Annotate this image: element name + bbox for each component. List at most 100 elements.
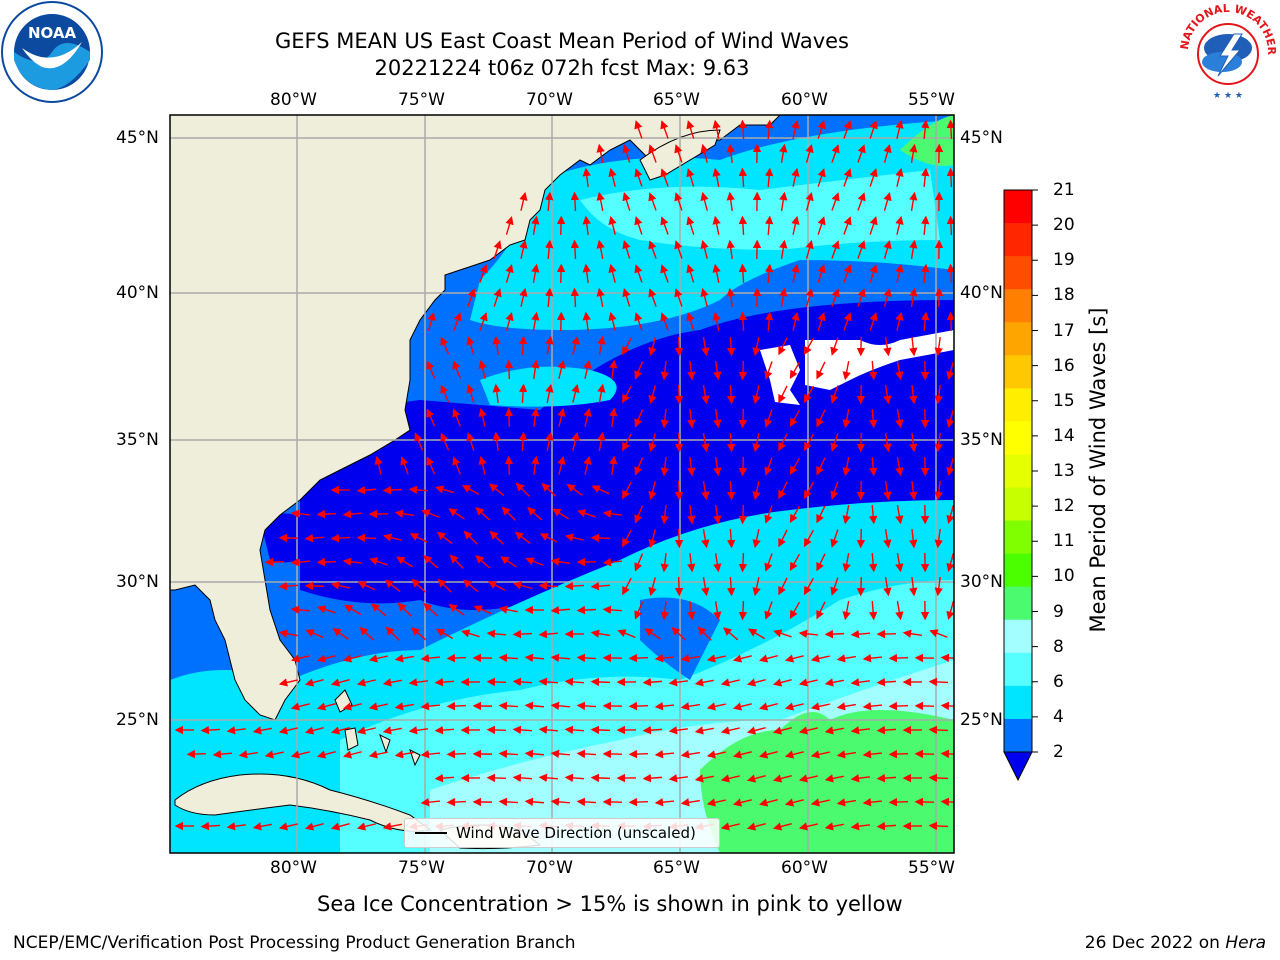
wind-wave-arrow [436, 531, 453, 545]
wind-wave-arrow [514, 531, 531, 545]
wind-wave-arrow [712, 311, 721, 331]
lon-label-top: 65°W [653, 90, 700, 110]
svg-text:★ ★ ★: ★ ★ ★ [1213, 91, 1243, 101]
colorbar-swatch [1004, 355, 1032, 389]
wind-wave-arrow [498, 605, 518, 614]
wind-wave-arrow [238, 750, 258, 759]
wind-wave-arrow [582, 263, 591, 284]
wind-wave-arrow [876, 773, 897, 783]
wind-wave-arrow [475, 507, 491, 521]
wind-wave-arrow [764, 553, 773, 572]
wind-wave-arrow [648, 337, 657, 357]
wind-wave-arrow [850, 678, 871, 687]
wind-wave-arrow [909, 384, 918, 405]
wind-wave-arrow [290, 750, 310, 759]
wind-wave-arrow [576, 749, 597, 759]
wind-wave-arrow [304, 822, 324, 831]
colorbar-tick-label: 9 [1053, 601, 1064, 622]
wind-wave-arrow [498, 701, 519, 711]
wind-wave-arrow [576, 701, 597, 711]
wind-wave-arrow [784, 654, 804, 663]
wind-wave-arrow [830, 433, 839, 452]
wind-wave-arrow [674, 288, 683, 307]
colorbar-tick-label: 12 [1053, 496, 1075, 517]
wind-wave-arrow [687, 552, 696, 573]
lon-label-top: 55°W [908, 90, 955, 110]
wind-wave-arrow [868, 456, 878, 477]
wind-wave-arrow [332, 628, 349, 640]
wind-wave-arrow [590, 773, 611, 783]
wind-wave-arrow [409, 533, 428, 543]
wind-wave-arrow [805, 287, 814, 307]
wind-wave-arrow [524, 749, 545, 759]
wind-wave-arrow [452, 456, 461, 475]
wind-wave-arrow [772, 774, 792, 783]
wind-wave-arrow [609, 455, 618, 476]
wind-wave-arrow [758, 654, 778, 663]
wind-wave-arrow [590, 629, 610, 638]
wind-wave-arrow [571, 383, 580, 403]
footer-host: Hera [1225, 933, 1266, 953]
wind-wave-arrow [290, 654, 310, 663]
colorbar-swatch [1004, 256, 1032, 290]
wind-wave-arrow [752, 529, 761, 549]
wind-wave-arrow [687, 456, 696, 477]
wind-wave-arrow [726, 528, 736, 549]
wind-wave-arrow [487, 581, 506, 591]
wind-wave-arrow [830, 481, 839, 500]
wind-wave-arrow [883, 385, 892, 405]
wind-wave-arrow [590, 533, 611, 543]
wind-wave-arrow [648, 433, 657, 453]
wind-wave-arrow [921, 119, 930, 140]
wind-wave-arrow [576, 605, 597, 615]
lat-label-right: 30°N [960, 572, 1003, 592]
wind-wave-arrow [876, 677, 897, 687]
wind-wave-arrow [648, 144, 657, 163]
wind-wave-arrow [869, 168, 878, 187]
wind-wave-arrow [654, 702, 675, 711]
wind-wave-arrow [888, 653, 909, 663]
wind-wave-arrow [816, 457, 826, 476]
wind-wave-arrow [622, 529, 632, 548]
wind-wave-arrow [423, 555, 439, 569]
wind-wave-arrow [789, 553, 801, 572]
lon-label-bottom: 55°W [908, 858, 955, 878]
wind-wave-arrow [564, 581, 585, 591]
wind-wave-arrow [505, 216, 514, 235]
wind-wave-arrow [817, 120, 826, 139]
wind-wave-arrow [842, 409, 851, 429]
wind-wave-arrow [408, 678, 429, 687]
wind-wave-arrow [671, 626, 687, 641]
wind-wave-arrow [622, 288, 631, 307]
wind-wave-arrow [488, 483, 505, 497]
wind-wave-arrow [732, 654, 752, 663]
wind-wave-arrow [478, 359, 487, 379]
wind-wave-arrow [462, 579, 479, 593]
wind-wave-arrow [426, 360, 436, 379]
wind-wave-arrow [921, 215, 930, 236]
wind-wave-arrow [342, 509, 363, 519]
wind-wave-arrow [934, 480, 943, 501]
wind-wave-arrow [330, 678, 350, 687]
wind-wave-arrow [902, 629, 923, 638]
wind-wave-arrow [382, 822, 402, 831]
colorbar-tick-label: 21 [1053, 180, 1075, 200]
wind-wave-arrow [634, 457, 644, 476]
wind-wave-arrow [440, 432, 450, 451]
wind-wave-arrow [602, 509, 623, 518]
wind-wave-arrow [660, 120, 669, 139]
wind-wave-arrow [779, 143, 788, 163]
wind-wave-arrow [746, 726, 766, 735]
colorbar-swatch [1004, 553, 1032, 588]
wind-wave-arrow [836, 750, 856, 759]
wind-wave-arrow [674, 192, 683, 211]
wind-wave-arrow [674, 528, 684, 549]
colorbar-swatch [1004, 520, 1032, 555]
colorbar-tick-label: 14 [1053, 425, 1075, 446]
wind-wave-arrow [680, 750, 700, 759]
wind-wave-arrow [803, 529, 815, 548]
wind-wave-arrow [674, 240, 683, 259]
wind-wave-arrow [726, 143, 735, 164]
wind-wave-arrow [394, 750, 414, 759]
wind-wave-arrow [713, 552, 722, 573]
